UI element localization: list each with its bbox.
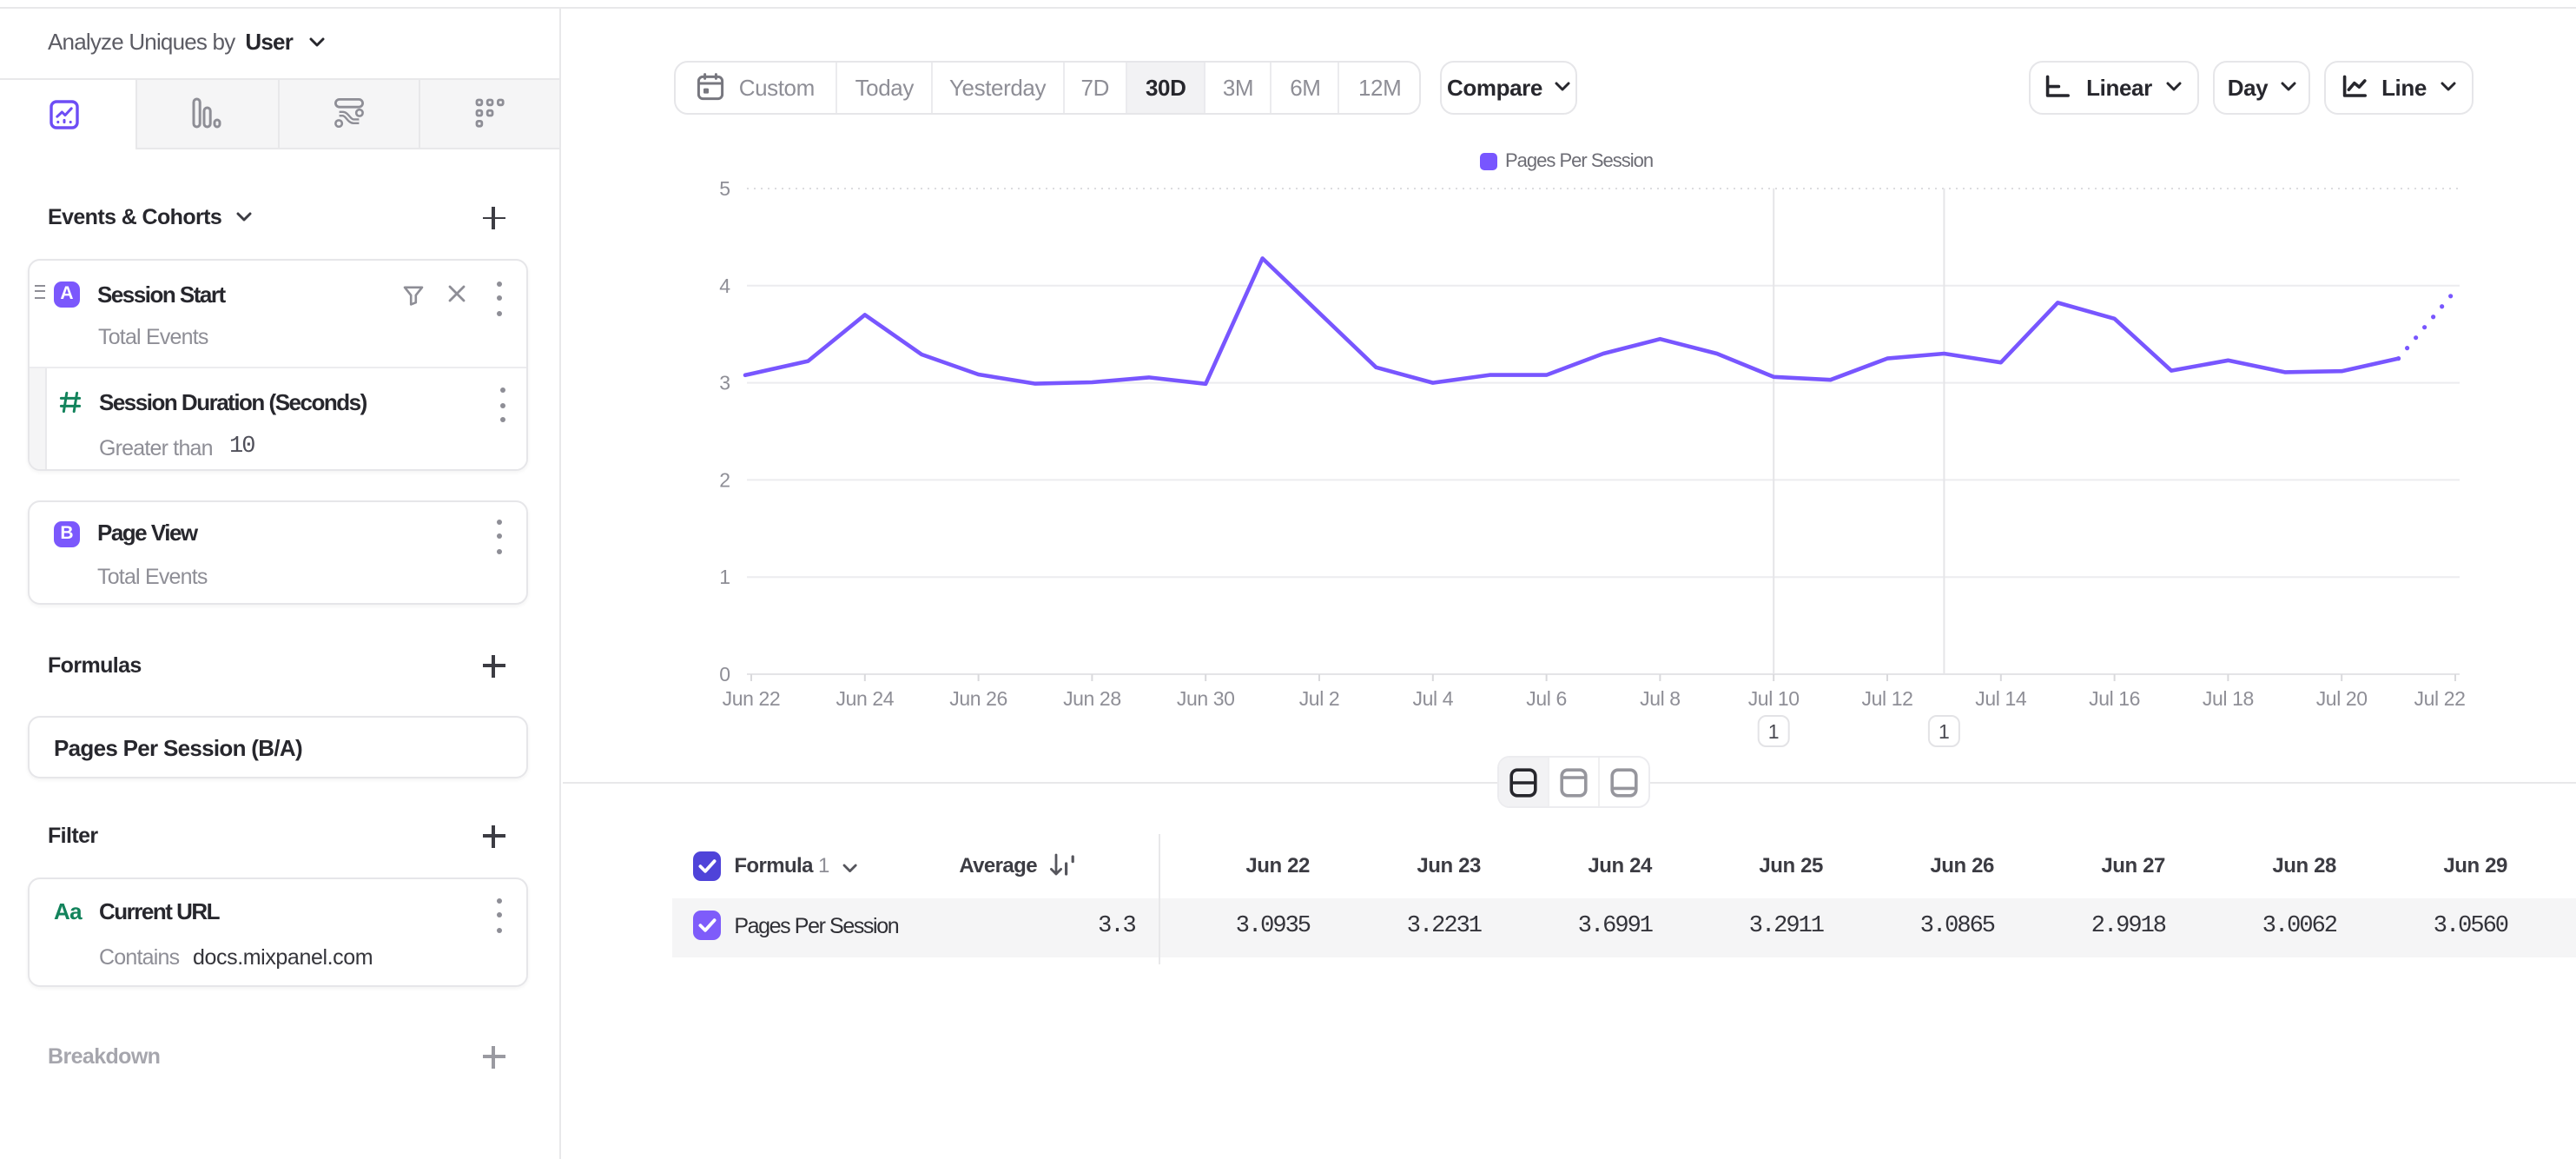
svg-text:Jun 24: Jun 24	[836, 687, 894, 710]
svg-text:Jul 6: Jul 6	[1526, 687, 1567, 710]
svg-text:1: 1	[1768, 720, 1780, 743]
svg-text:Jun 28: Jun 28	[1063, 687, 1121, 710]
svg-text:2: 2	[719, 468, 730, 491]
svg-text:Jul 10: Jul 10	[1748, 687, 1800, 710]
svg-text:3: 3	[719, 372, 730, 394]
svg-text:0: 0	[719, 663, 730, 685]
svg-text:Jul 18: Jul 18	[2203, 687, 2254, 710]
svg-text:1: 1	[719, 566, 730, 588]
svg-text:1: 1	[1939, 720, 1950, 743]
svg-text:Jul 12: Jul 12	[1862, 687, 1913, 710]
svg-text:Jul 2: Jul 2	[1299, 687, 1340, 710]
svg-text:Jun 22: Jun 22	[723, 687, 781, 710]
svg-text:Jul 22: Jul 22	[2414, 687, 2466, 710]
svg-text:Jun 30: Jun 30	[1177, 687, 1235, 710]
svg-text:Jul 20: Jul 20	[2316, 687, 2368, 710]
svg-text:Jul 8: Jul 8	[1640, 687, 1681, 710]
svg-text:Jul 14: Jul 14	[1975, 687, 2027, 710]
svg-text:5: 5	[719, 177, 730, 200]
svg-text:Jun 26: Jun 26	[949, 687, 1007, 710]
svg-text:Jul 4: Jul 4	[1413, 687, 1454, 710]
svg-text:Jul 16: Jul 16	[2089, 687, 2140, 710]
svg-text:4: 4	[719, 275, 730, 297]
